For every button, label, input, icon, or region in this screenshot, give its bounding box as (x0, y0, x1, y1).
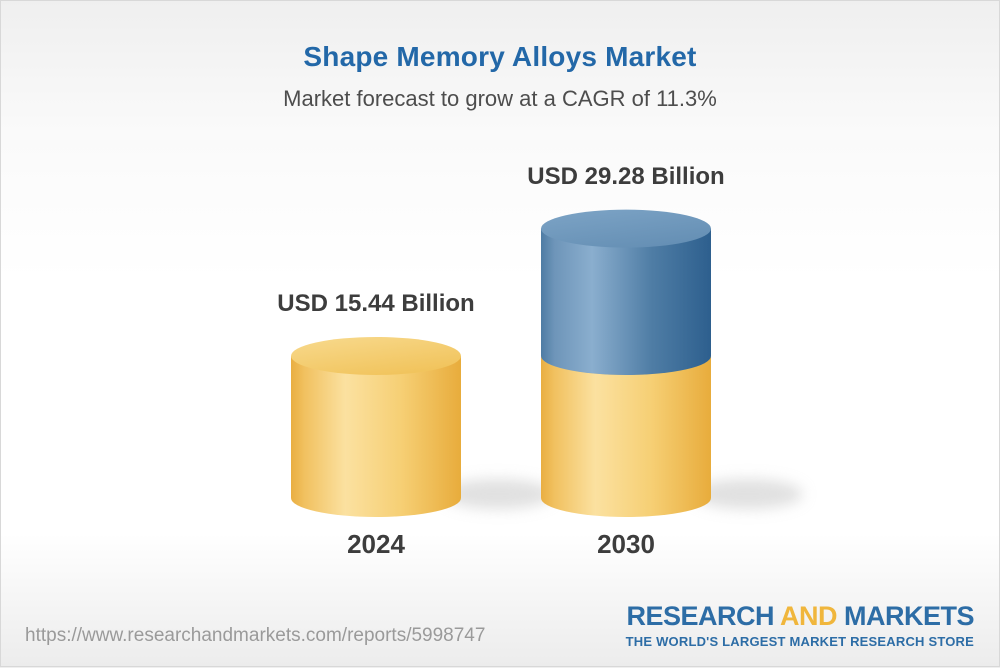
logo-word-markets: MARKETS (844, 601, 975, 631)
year-label-2024: 2024 (347, 529, 405, 559)
bar-shadow-2024 (443, 479, 553, 509)
year-label-2030: 2030 (597, 529, 655, 559)
value-label-2030: USD 29.28 Billion (527, 162, 725, 190)
cylinder-2024-body (291, 355, 461, 517)
logo-word-and: AND (779, 601, 838, 631)
logo-wordmark: RESEARCH AND MARKETS (626, 601, 974, 631)
cylinder-2030-growth-cap (541, 209, 711, 248)
cylinder-2030-base-body (541, 355, 711, 517)
bar-shadow-2030 (693, 479, 803, 509)
value-label-2024: USD 15.44 Billion (277, 289, 475, 317)
cylinder-2024-cap (291, 336, 461, 375)
logo-tagline: THE WORLD'S LARGEST MARKET RESEARCH STOR… (625, 634, 974, 649)
chart-title: Shape Memory Alloys Market (303, 41, 697, 72)
chart-subtitle: Market forecast to grow at a CAGR of 11.… (283, 86, 717, 111)
researchandmarkets-logo: RESEARCH AND MARKETS THE WORLD'S LARGEST… (625, 601, 975, 649)
cylinder-2030-growth-body (541, 228, 711, 375)
logo-word-research: RESEARCH (626, 601, 774, 631)
report-url: https://www.researchandmarkets.com/repor… (25, 625, 486, 646)
